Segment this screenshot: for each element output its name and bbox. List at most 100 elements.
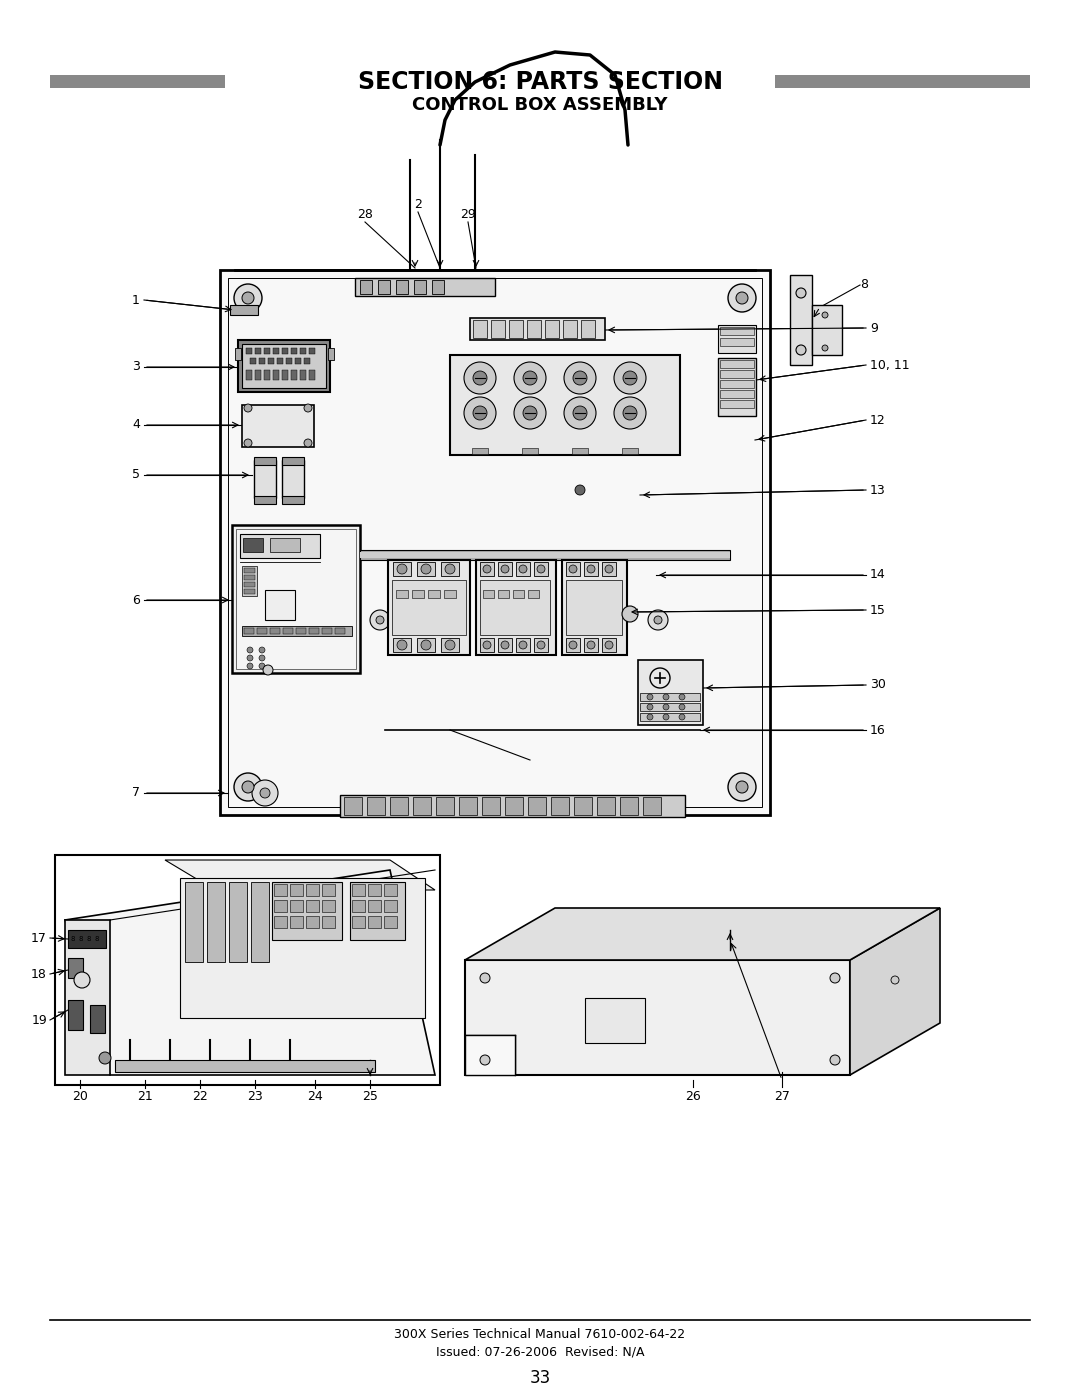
Circle shape	[648, 610, 669, 630]
Text: SECTION 6: PARTS SECTION: SECTION 6: PARTS SECTION	[357, 70, 723, 94]
Circle shape	[501, 641, 509, 650]
Bar	[242, 566, 257, 597]
Circle shape	[663, 694, 669, 700]
Bar	[393, 638, 411, 652]
Bar	[283, 629, 293, 634]
Bar	[384, 884, 397, 895]
Bar	[309, 370, 315, 380]
Text: 12: 12	[870, 414, 886, 426]
Bar	[720, 380, 754, 388]
Bar	[584, 562, 598, 576]
Bar	[459, 798, 477, 814]
Circle shape	[259, 664, 265, 669]
Polygon shape	[465, 1035, 515, 1076]
Bar	[720, 360, 754, 367]
Bar	[259, 358, 265, 365]
Circle shape	[445, 564, 455, 574]
Bar	[254, 496, 276, 504]
Circle shape	[247, 647, 253, 652]
Circle shape	[247, 655, 253, 661]
Text: 19: 19	[31, 1013, 48, 1027]
Bar	[450, 355, 680, 455]
Bar	[480, 562, 494, 576]
Bar	[812, 305, 842, 355]
Bar	[360, 279, 372, 293]
Bar	[273, 348, 279, 353]
Bar	[368, 900, 381, 912]
Circle shape	[537, 641, 545, 650]
Bar	[378, 279, 390, 293]
Bar	[242, 344, 326, 388]
Text: 13: 13	[870, 483, 886, 496]
Bar	[352, 900, 365, 912]
Text: 10, 11: 10, 11	[870, 359, 909, 372]
Text: 21: 21	[137, 1090, 153, 1104]
Circle shape	[647, 694, 653, 700]
Text: Issued: 07-26-2006  Revised: N/A: Issued: 07-26-2006 Revised: N/A	[435, 1345, 645, 1358]
Bar	[246, 348, 252, 353]
Circle shape	[514, 397, 546, 429]
Bar	[274, 916, 287, 928]
Circle shape	[264, 665, 273, 675]
Bar	[300, 348, 306, 353]
Circle shape	[615, 397, 646, 429]
Bar	[602, 562, 616, 576]
Bar	[368, 916, 381, 928]
Circle shape	[654, 616, 662, 624]
Circle shape	[99, 1052, 111, 1065]
Circle shape	[242, 781, 254, 793]
Bar	[480, 580, 550, 636]
Circle shape	[822, 345, 828, 351]
Circle shape	[605, 641, 613, 650]
Bar	[563, 320, 577, 338]
Circle shape	[75, 972, 90, 988]
Bar	[251, 882, 269, 963]
Bar	[640, 703, 700, 711]
Bar	[254, 460, 276, 497]
Bar	[392, 580, 465, 636]
Text: 27: 27	[774, 1090, 789, 1104]
Bar	[322, 629, 332, 634]
Bar	[322, 900, 335, 912]
Bar	[414, 279, 426, 293]
Circle shape	[234, 773, 262, 800]
Bar	[68, 1000, 83, 1030]
Bar	[242, 626, 352, 636]
Circle shape	[514, 362, 546, 394]
Circle shape	[464, 397, 496, 429]
Bar	[528, 798, 546, 814]
Circle shape	[234, 284, 262, 312]
Circle shape	[564, 362, 596, 394]
Text: 17: 17	[31, 932, 48, 944]
Text: 24: 24	[307, 1090, 323, 1104]
Circle shape	[647, 704, 653, 710]
Circle shape	[242, 292, 254, 305]
Bar	[322, 916, 335, 928]
Circle shape	[623, 407, 637, 420]
Bar	[472, 448, 488, 454]
Bar	[444, 590, 456, 598]
Bar	[720, 327, 754, 335]
Bar	[718, 326, 756, 353]
Bar	[505, 798, 523, 814]
Circle shape	[303, 404, 312, 412]
Bar	[291, 348, 297, 353]
Bar	[436, 798, 454, 814]
Text: 30: 30	[870, 679, 886, 692]
Bar	[498, 590, 509, 598]
Bar	[303, 358, 310, 365]
Bar	[573, 798, 592, 814]
Bar	[257, 629, 267, 634]
Bar	[276, 358, 283, 365]
Bar	[306, 916, 319, 928]
Bar	[309, 348, 315, 353]
Bar	[249, 358, 256, 365]
Bar	[360, 552, 730, 557]
Circle shape	[523, 407, 537, 420]
Circle shape	[573, 407, 588, 420]
Circle shape	[397, 640, 407, 650]
Bar	[566, 580, 622, 636]
Text: 3: 3	[132, 360, 140, 373]
Bar	[340, 795, 685, 817]
Circle shape	[480, 1055, 490, 1065]
